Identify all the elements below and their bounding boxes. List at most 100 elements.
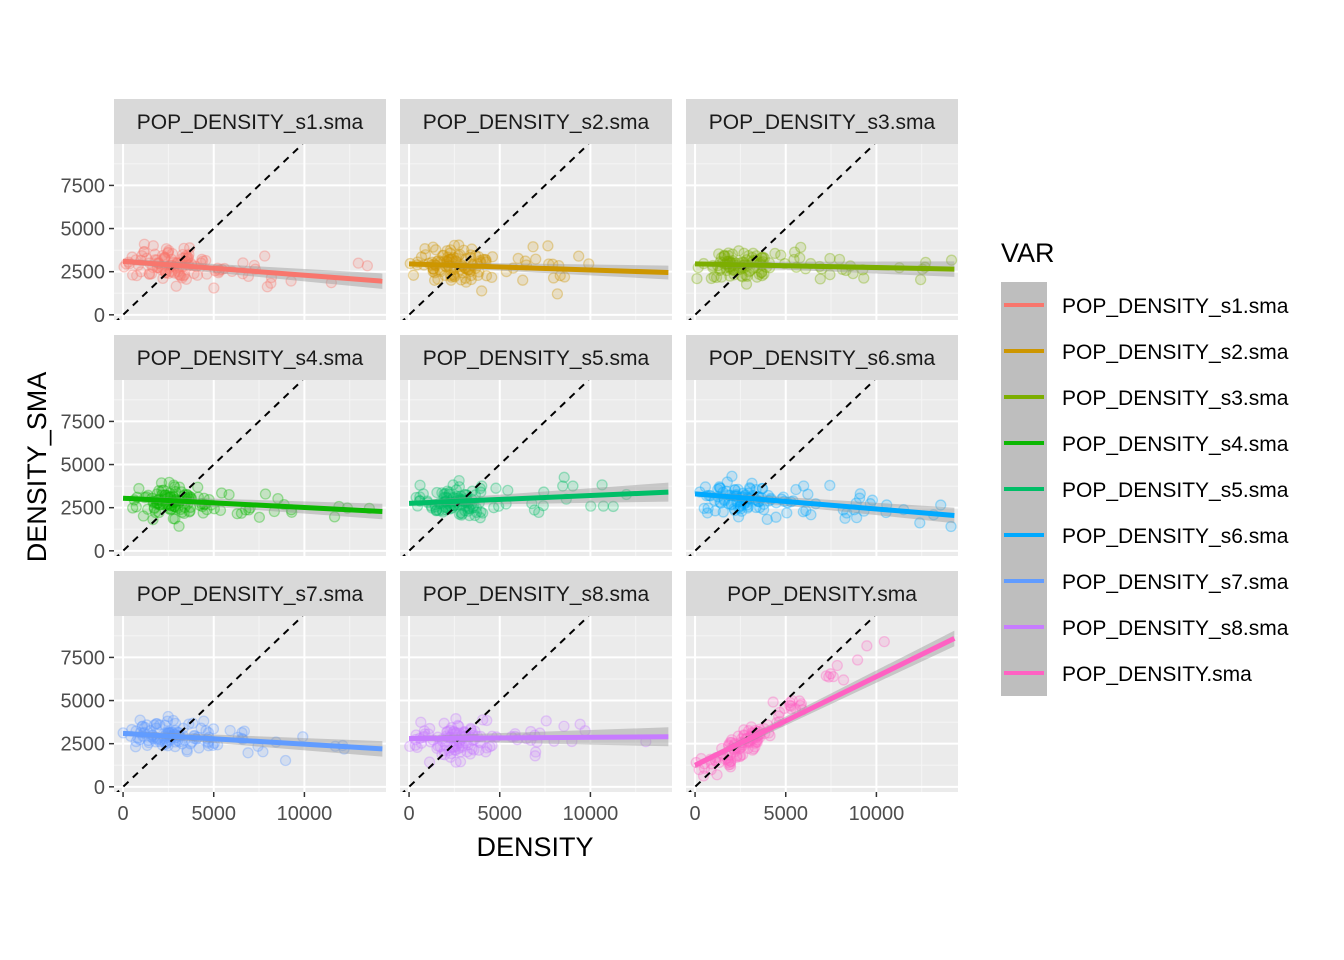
data-point — [444, 751, 457, 763]
data-point — [131, 269, 143, 282]
data-point — [597, 500, 610, 512]
data-point — [824, 479, 836, 492]
data-point — [824, 252, 836, 265]
data-point — [173, 520, 185, 532]
data-point — [154, 719, 166, 731]
identity-reference-line — [116, 616, 304, 792]
facet-strip-label: POP_DENSITY_s4.sma — [137, 347, 364, 370]
data-point — [459, 272, 472, 284]
data-point — [430, 505, 442, 517]
data-point — [174, 503, 187, 516]
data-point — [452, 742, 465, 755]
data-point — [475, 506, 487, 518]
data-point — [166, 247, 179, 260]
identity-reference-line — [116, 144, 304, 320]
data-point — [427, 241, 439, 253]
data-point — [839, 512, 851, 524]
data-point — [721, 752, 733, 764]
data-point — [261, 281, 273, 293]
facet-strip — [114, 335, 386, 380]
data-point — [711, 769, 723, 781]
data-point — [715, 497, 727, 509]
data-point — [705, 764, 717, 776]
data-point — [725, 755, 737, 767]
data-point — [257, 746, 269, 758]
data-point — [701, 507, 714, 519]
data-point — [502, 484, 514, 497]
data-point — [448, 239, 461, 252]
data-point — [533, 506, 545, 519]
data-point — [126, 269, 139, 281]
data-point — [753, 268, 765, 280]
data-point — [168, 479, 180, 491]
data-point — [824, 269, 836, 281]
x-tick-label: 5000 — [763, 803, 808, 825]
data-point — [740, 269, 752, 281]
data-point — [173, 268, 185, 281]
data-point — [945, 254, 958, 266]
data-point — [160, 243, 173, 255]
data-point — [162, 740, 174, 752]
data-point — [746, 744, 759, 756]
data-point — [444, 244, 457, 256]
data-point — [734, 499, 746, 512]
data-point — [718, 249, 730, 261]
regression-line — [693, 636, 956, 768]
data-point — [731, 750, 743, 762]
y-tick-label: 7500 — [61, 647, 106, 669]
legend-entry-label: POP_DENSITY_s2.sma — [1062, 341, 1289, 364]
data-point — [724, 761, 737, 773]
regression-line — [409, 734, 669, 742]
facet-panel: POP_DENSITY_s7.sma 0 2500 5000 7500 0 5000 1000… — [61, 571, 386, 825]
facet-strip — [114, 571, 386, 616]
data-point — [224, 724, 236, 737]
data-point — [713, 481, 726, 493]
facet-panel: POP_DENSITY_s4.sma 0 2500 5000 7500 — [61, 335, 386, 563]
data-point — [454, 248, 466, 261]
data-point — [452, 250, 465, 262]
data-point — [728, 269, 740, 281]
panel-background — [400, 616, 672, 792]
data-point — [596, 479, 608, 491]
regression-line — [408, 261, 669, 276]
data-point — [432, 273, 444, 285]
data-point — [157, 484, 170, 496]
data-point — [781, 507, 793, 519]
data-point — [490, 482, 502, 494]
y-tick-label: 2500 — [61, 262, 106, 284]
regression-line — [122, 730, 383, 752]
data-point — [143, 736, 155, 749]
data-point — [456, 508, 468, 520]
data-point — [481, 714, 493, 727]
data-point — [443, 486, 456, 498]
data-point — [744, 483, 756, 495]
data-point — [738, 247, 750, 259]
data-point — [800, 504, 812, 517]
data-point — [441, 245, 453, 257]
regression-line — [408, 489, 669, 506]
x-axis-title: DENSITY — [476, 832, 593, 862]
data-point — [428, 274, 441, 286]
data-point — [168, 267, 181, 279]
identity-reference-line — [402, 144, 590, 320]
data-point — [259, 250, 271, 262]
data-point — [517, 274, 529, 286]
data-point — [454, 746, 467, 758]
data-point — [574, 718, 586, 730]
data-point — [167, 714, 179, 727]
data-point — [705, 272, 718, 285]
data-point — [437, 506, 449, 518]
data-point — [480, 270, 493, 282]
data-point — [477, 714, 489, 726]
facet-panel: POP_DENSITY_s8.sma 0 5000 10000 — [400, 571, 672, 825]
data-point — [761, 513, 773, 526]
data-point — [438, 488, 450, 500]
data-point — [747, 743, 760, 755]
data-point — [139, 721, 151, 733]
data-point — [858, 272, 870, 284]
data-point — [453, 508, 466, 520]
data-point — [774, 706, 786, 719]
data-point — [754, 501, 766, 514]
facet-strip-label: POP_DENSITY_s6.sma — [709, 347, 936, 370]
data-point — [529, 750, 541, 762]
